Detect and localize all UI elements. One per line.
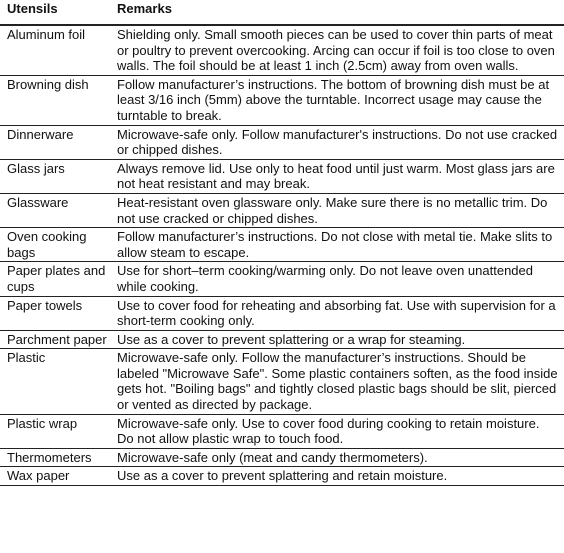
utensil-cell: Parchment paper [0,330,110,350]
remarks-cell: Microwave-safe only. Follow the manufact… [110,348,564,415]
utensil-cell: Paper plates and cups [0,261,110,297]
table-row: Plastic Microwave-safe only. Follow the m… [0,348,564,415]
table-row: Plastic wrap Microwave-safe only. Use to … [0,414,564,449]
remarks-cell: Microwave-safe only. Use to cover food d… [110,414,564,449]
utensil-cell: Paper towels [0,296,110,331]
table-row: Browning dish Follow manufacturer’s instr… [0,75,564,126]
utensil-cell: Oven cooking bags [0,227,110,263]
utensils-table: Utensils Remarks Aluminum foil Shielding … [0,0,564,487]
utensils-column-header: Utensils [0,0,110,26]
utensil-cell: Glassware [0,193,110,229]
table-row: Thermometers Microwave-safe only (meat an… [0,448,564,468]
remarks-cell: Use for short–term cooking/warming only.… [110,261,564,297]
table-row: Glassware Heat-resistant oven glassware o… [0,193,564,229]
remarks-cell: Use as a cover to prevent splattering or… [110,330,564,350]
table-row: Paper towels Use to cover food for reheat… [0,296,564,331]
remarks-cell: Shielding only. Small smooth pieces can … [110,25,564,76]
remarks-cell: Microwave-safe only. Follow manufacturer… [110,125,564,160]
utensil-cell: Plastic [0,348,110,415]
utensil-cell: Browning dish [0,75,110,126]
table-row: Paper plates and cups Use for short–term … [0,261,564,297]
utensil-cell: Thermometers [0,448,110,468]
remarks-cell: Follow manufacturer’s instructions. Do n… [110,227,564,263]
table-row: Oven cooking bags Follow manufacturer’s i… [0,227,564,263]
remarks-cell: Follow manufacturer’s instructions. The … [110,75,564,126]
table-body: Aluminum foil Shielding only. Small smoot… [0,25,564,487]
table-header: Utensils Remarks [0,0,564,26]
table-row: Parchment paper Use as a cover to prevent… [0,330,564,350]
header-row: Utensils Remarks [0,0,564,26]
table-row: Aluminum foil Shielding only. Small smoot… [0,25,564,76]
table-row: Glass jars Always remove lid. Use only to… [0,159,564,194]
remarks-cell: Heat-resistant oven glassware only. Make… [110,193,564,229]
table-row: Dinnerware Microwave-safe only. Follow ma… [0,125,564,160]
utensil-cell: Plastic wrap [0,414,110,449]
utensil-cell: Glass jars [0,159,110,194]
utensil-cell: Dinnerware [0,125,110,160]
utensil-cell: Wax paper [0,466,110,487]
remarks-cell: Use as a cover to prevent splattering an… [110,466,564,487]
remarks-cell: Use to cover food for reheating and abso… [110,296,564,331]
table-row: Wax paper Use as a cover to prevent splat… [0,466,564,487]
remarks-column-header: Remarks [110,0,564,26]
remarks-cell: Microwave-safe only (meat and candy ther… [110,448,564,468]
remarks-cell: Always remove lid. Use only to heat food… [110,159,564,194]
utensil-cell: Aluminum foil [0,25,110,76]
